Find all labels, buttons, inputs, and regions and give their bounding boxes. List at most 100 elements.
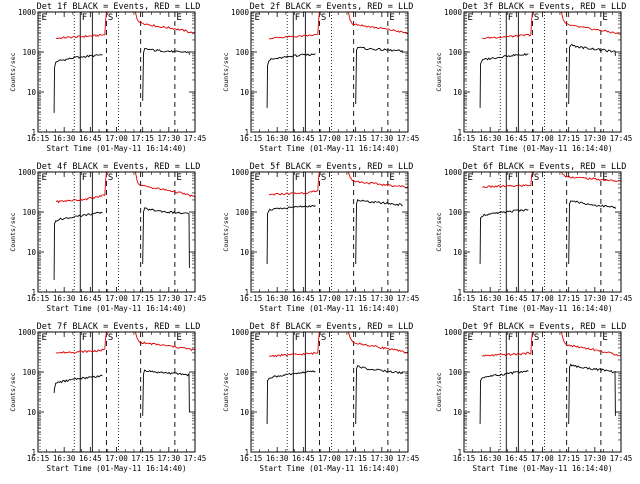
marker-letter-e: E <box>42 333 47 343</box>
x-tick-label: 16:30 <box>53 134 76 143</box>
x-tick-label: 17:45 <box>397 294 420 303</box>
marker-letter-s: S <box>108 13 113 23</box>
y-tick-label: 1 <box>244 448 249 457</box>
events-trace <box>355 198 403 265</box>
marker-letter-e: E <box>255 13 260 23</box>
y-tick-label: 1 <box>31 448 36 457</box>
events-trace <box>568 363 616 425</box>
events-trace <box>355 46 403 105</box>
x-tick-label: 16:45 <box>292 294 315 303</box>
y-tick-label: 10 <box>240 88 250 97</box>
x-tick-label: 16:15 <box>240 454 263 463</box>
chart-title: Det 9f BLACK = Events, RED = LLD <box>463 322 627 332</box>
chart-title: Det 3f BLACK = Events, RED = LLD <box>463 2 627 12</box>
series-group <box>266 172 408 265</box>
x-tick-label: 16:45 <box>79 134 102 143</box>
series-group <box>479 12 621 108</box>
x-tick-label: 17:30 <box>371 454 394 463</box>
y-tick-label: 1000 <box>18 168 37 177</box>
events-trace <box>355 365 403 425</box>
series-group <box>266 12 408 108</box>
marker-letter-s: S <box>108 333 113 343</box>
y-tick-label: 1 <box>457 128 462 137</box>
x-tick-label: 17:00 <box>105 294 128 303</box>
plot-frame <box>463 171 622 293</box>
chart-title: Det 6f BLACK = Events, RED = LLD <box>463 162 627 172</box>
x-tick-label: 17:00 <box>318 134 341 143</box>
marker-letter-s: S <box>534 13 539 23</box>
x-tick-label: 16:30 <box>266 454 289 463</box>
marker-letter-e: E <box>176 173 181 183</box>
marker-letter-s: S <box>321 173 326 183</box>
x-tick-label: 17:00 <box>531 454 554 463</box>
y-tick-label: 10 <box>453 88 463 97</box>
events-trace <box>142 369 190 416</box>
chart-title: Det 2f BLACK = Events, RED = LLD <box>250 2 414 12</box>
marker-letter-e: E <box>389 173 394 183</box>
x-tick-label: 16:15 <box>240 134 263 143</box>
y-tick-label: 1000 <box>444 8 463 17</box>
x-axis-label: Start Time (01-May-11 16:14:40) <box>260 464 400 473</box>
y-axis-label: Counts/sec <box>222 212 230 251</box>
plot-frame <box>463 11 622 133</box>
x-tick-label: 16:30 <box>53 454 76 463</box>
y-tick-label: 10 <box>453 408 463 417</box>
y-axis-label: Counts/sec <box>9 52 17 91</box>
y-tick-label: 100 <box>448 368 462 377</box>
x-tick-label: 16:45 <box>505 134 528 143</box>
x-tick-label: 17:15 <box>557 454 580 463</box>
y-tick-label: 1000 <box>231 328 250 337</box>
detector-panel-8: Det 8f BLACK = Events, RED = LLD E F S E 1 10 1… <box>213 320 426 480</box>
x-tick-label: 17:45 <box>184 294 207 303</box>
x-axis-label: Start Time (01-May-11 16:14:40) <box>473 464 613 473</box>
lld-trace <box>134 12 195 35</box>
y-tick-label: 1 <box>31 288 36 297</box>
x-tick-label: 17:30 <box>158 294 181 303</box>
y-axis-label: Counts/sec <box>222 52 230 91</box>
y-tick-label: 100 <box>22 368 36 377</box>
x-axis-label: Start Time (01-May-11 16:14:40) <box>260 144 400 153</box>
x-tick-label: 17:45 <box>610 294 633 303</box>
chart-title: Det 4f BLACK = Events, RED = LLD <box>37 162 201 172</box>
y-axis-label: Counts/sec <box>435 372 443 411</box>
x-tick-label: 16:15 <box>240 294 263 303</box>
marker-letter-s: S <box>534 333 539 343</box>
marker-letter-e: E <box>602 173 607 183</box>
detector-panel-1: Det 1f BLACK = Events, RED = LLD E F S E 1 10 1… <box>0 0 213 160</box>
lld-trace <box>560 332 621 357</box>
x-tick-label: 17:15 <box>344 294 367 303</box>
marker-letter-s: S <box>534 173 539 183</box>
x-tick-label: 17:00 <box>531 134 554 143</box>
y-tick-label: 100 <box>448 48 462 57</box>
y-tick-label: 100 <box>448 208 462 217</box>
lld-trace <box>134 172 195 198</box>
x-tick-label: 16:30 <box>479 294 502 303</box>
marker-letter-e: E <box>389 333 394 343</box>
x-tick-label: 16:45 <box>79 454 102 463</box>
y-tick-label: 1000 <box>18 328 37 337</box>
x-axis-label: Start Time (01-May-11 16:14:40) <box>473 144 613 153</box>
x-tick-label: 17:45 <box>610 454 633 463</box>
events-trace <box>53 56 81 113</box>
events-trace <box>142 47 190 101</box>
events-trace <box>568 200 616 265</box>
events-trace <box>479 55 507 108</box>
x-axis-label: Start Time (01-May-11 16:14:40) <box>473 304 613 313</box>
events-trace <box>266 206 294 265</box>
marker-letter-e: E <box>176 13 181 23</box>
marker-letter-e: E <box>176 333 181 343</box>
x-tick-label: 17:45 <box>610 134 633 143</box>
x-tick-label: 16:15 <box>27 294 50 303</box>
events-trace <box>80 211 103 218</box>
lld-trace <box>268 12 320 40</box>
marker-letter-e: E <box>468 13 473 23</box>
plot-frame <box>250 331 409 453</box>
lld-trace <box>482 12 533 40</box>
detector-panel-5: Det 5f BLACK = Events, RED = LLD E F S E 1 10 1… <box>213 160 426 320</box>
series-group <box>479 172 621 265</box>
y-tick-label: 10 <box>27 88 37 97</box>
